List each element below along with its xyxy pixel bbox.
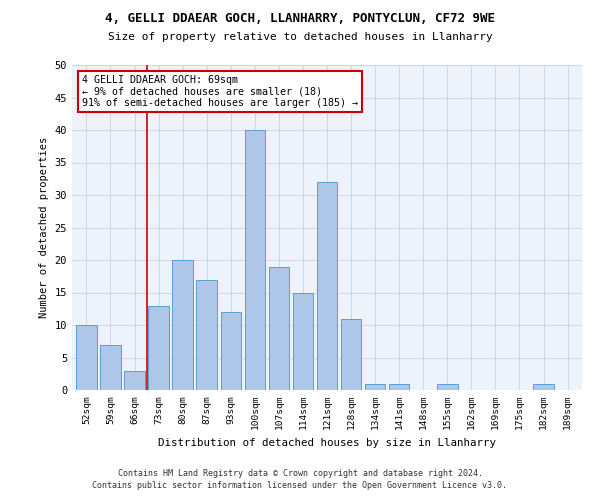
- Bar: [124, 370, 145, 390]
- Bar: [148, 306, 169, 390]
- Text: 4 GELLI DDAEAR GOCH: 69sqm
← 9% of detached houses are smaller (18)
91% of semi-: 4 GELLI DDAEAR GOCH: 69sqm ← 9% of detac…: [82, 74, 358, 108]
- Y-axis label: Number of detached properties: Number of detached properties: [39, 137, 49, 318]
- Bar: [100, 344, 121, 390]
- Bar: [245, 130, 265, 390]
- Bar: [76, 325, 97, 390]
- Bar: [533, 384, 554, 390]
- Bar: [293, 292, 313, 390]
- X-axis label: Distribution of detached houses by size in Llanharry: Distribution of detached houses by size …: [158, 438, 496, 448]
- Text: Contains HM Land Registry data © Crown copyright and database right 2024.: Contains HM Land Registry data © Crown c…: [118, 468, 482, 477]
- Bar: [437, 384, 458, 390]
- Text: Contains public sector information licensed under the Open Government Licence v3: Contains public sector information licen…: [92, 481, 508, 490]
- Bar: [172, 260, 193, 390]
- Bar: [341, 318, 361, 390]
- Text: 4, GELLI DDAEAR GOCH, LLANHARRY, PONTYCLUN, CF72 9WE: 4, GELLI DDAEAR GOCH, LLANHARRY, PONTYCL…: [105, 12, 495, 26]
- Text: Size of property relative to detached houses in Llanharry: Size of property relative to detached ho…: [107, 32, 493, 42]
- Bar: [196, 280, 217, 390]
- Bar: [317, 182, 337, 390]
- Bar: [269, 266, 289, 390]
- Bar: [365, 384, 385, 390]
- Bar: [389, 384, 409, 390]
- Bar: [221, 312, 241, 390]
